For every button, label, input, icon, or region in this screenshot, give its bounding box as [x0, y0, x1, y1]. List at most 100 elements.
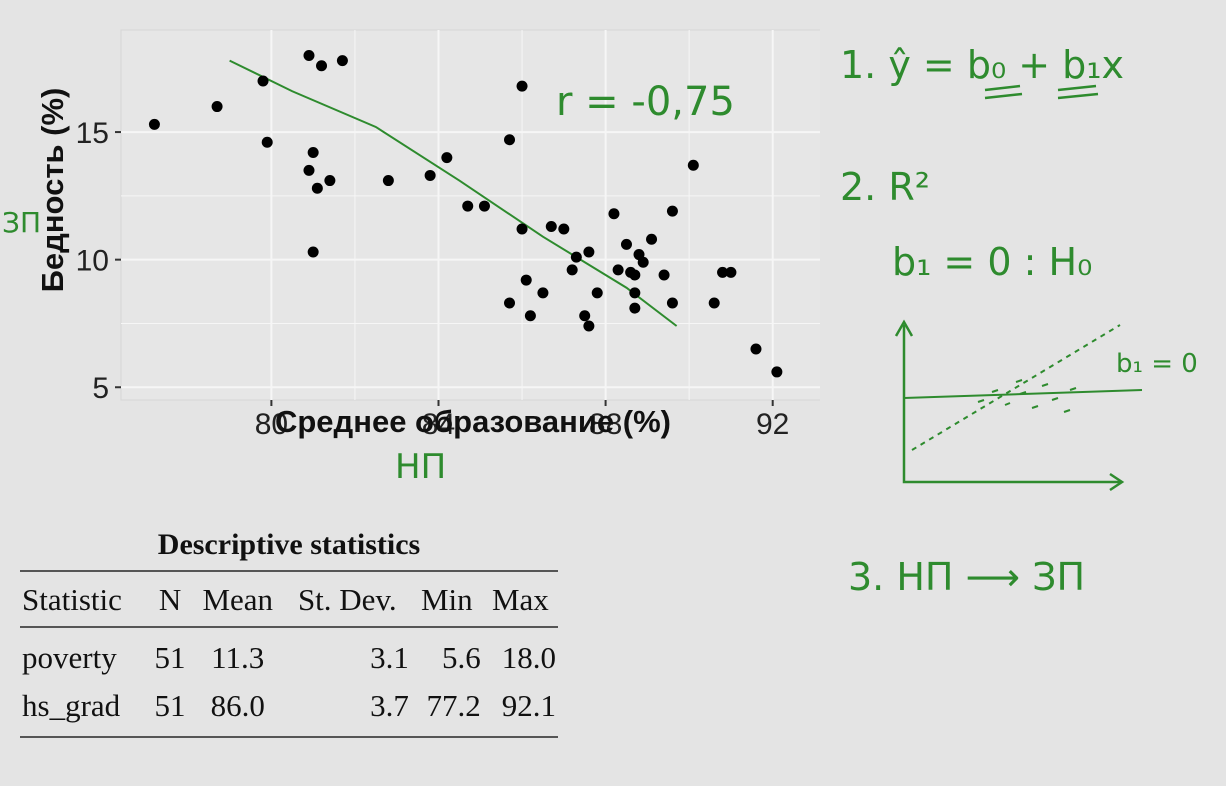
data-point [520, 274, 532, 286]
data-point [261, 136, 273, 148]
data-point [708, 297, 720, 309]
y-tick-label: 10 [76, 245, 109, 278]
table-row: hs_grad 51 86.0 3.7 77.2 92.1 [20, 682, 558, 737]
table-row: poverty 51 11.3 3.1 5.6 18.0 [20, 627, 558, 682]
data-point [382, 175, 394, 187]
data-point [324, 175, 336, 187]
cell-mean: 86.0 [210, 688, 265, 723]
cell-n: 51 [154, 640, 186, 675]
data-point [504, 134, 516, 146]
x-tick-label: 84 [422, 408, 455, 441]
x-tick-label: 80 [255, 408, 288, 441]
cell-min: 77.2 [426, 688, 481, 723]
data-point [579, 310, 591, 322]
data-point [537, 287, 549, 299]
data-point [608, 208, 620, 220]
data-point [620, 238, 632, 250]
correlation-annotation: r = -0,75 [556, 79, 735, 125]
cell-statistic: hs_grad [22, 688, 121, 723]
trend-line [229, 59, 678, 327]
note-item-2: 2. R² [840, 165, 930, 209]
note-item-1: 1. ŷ = b₀ + b₁x [840, 43, 1124, 87]
cell-min: 5.6 [442, 640, 481, 675]
data-point [316, 60, 328, 72]
data-point [750, 343, 762, 355]
data-point [591, 287, 603, 299]
data-point [478, 200, 490, 212]
header-mean: Mean [191, 571, 284, 628]
descriptive-statistics-table: Descriptive statistics Statistic N Mean … [20, 528, 558, 738]
regression-sketch [894, 319, 1143, 492]
data-point [583, 320, 595, 332]
underline-b1 [1057, 84, 1099, 100]
data-point [612, 264, 624, 276]
header-n: N [148, 571, 192, 628]
note-hypothesis: b₁ = 0 : H₀ [892, 240, 1092, 284]
data-point [311, 182, 323, 194]
underline-b0 [984, 84, 1023, 100]
x-axis-note: НП [395, 447, 446, 487]
cell-max: 92.1 [501, 688, 556, 723]
table-header-row: Statistic N Mean St. Dev. Min Max [20, 571, 558, 628]
data-point [771, 366, 783, 378]
data-point [717, 266, 729, 278]
data-point [629, 302, 641, 314]
plot-panel [120, 29, 820, 401]
handwritten-notes: 1. ŷ = b₀ + b₁x 2. R² b₁ = 0 : H₀ b₁ = 0… [840, 43, 1198, 599]
stats-table: Statistic N Mean St. Dev. Min Max povert… [20, 570, 558, 738]
data-point [211, 101, 223, 113]
data-point [687, 159, 699, 171]
y-axis-title: Бедность (%) [35, 88, 70, 293]
data-point [725, 266, 737, 278]
cell-stdev: 3.1 [370, 640, 409, 675]
data-point [307, 146, 319, 158]
scatter-plot: 80 84 88 92 5 10 15 Среднее образование (%) Бе… [2, 29, 820, 487]
axis-ticks: 80 84 88 92 5 10 15 [76, 117, 790, 441]
data-point [441, 152, 453, 164]
cell-statistic: poverty [22, 640, 117, 675]
data-point [570, 251, 582, 263]
data-point [524, 310, 536, 322]
cell-mean: 11.3 [211, 640, 265, 675]
x-tick-label: 88 [589, 408, 622, 441]
note-item-3: 3. НП ⟶ ЗП [848, 555, 1085, 599]
data-point [516, 80, 528, 92]
grid-lines [121, 30, 820, 400]
x-tick-label: 92 [756, 408, 789, 441]
data-point [307, 246, 319, 258]
y-axis-note: ЗП [2, 206, 41, 239]
data-point [646, 233, 658, 245]
header-max: Max [482, 571, 558, 628]
y-tick-label: 15 [76, 117, 109, 150]
header-statistic: Statistic [20, 571, 149, 628]
data-point [637, 256, 649, 268]
data-point [558, 223, 570, 235]
data-point [148, 118, 160, 130]
data-points [148, 50, 783, 378]
sketch-label: b₁ = 0 [1116, 349, 1198, 379]
x-axis-title: Среднее образование (%) [275, 404, 671, 439]
data-point [666, 297, 678, 309]
data-point [424, 169, 436, 181]
data-point [303, 50, 315, 62]
data-point [666, 205, 678, 217]
data-point [625, 266, 637, 278]
data-point [545, 220, 557, 232]
data-point [516, 223, 528, 235]
header-min: Min [410, 571, 483, 628]
data-point [583, 246, 595, 258]
cell-stdev: 3.7 [370, 688, 409, 723]
data-point [462, 200, 474, 212]
data-point [629, 287, 641, 299]
data-point [658, 269, 670, 281]
cell-n: 51 [154, 688, 186, 723]
data-point [336, 55, 348, 67]
y-tick-label: 5 [92, 372, 109, 405]
data-point [566, 264, 578, 276]
data-point [504, 297, 516, 309]
data-point [303, 164, 315, 176]
cell-max: 18.0 [501, 640, 556, 675]
data-point [257, 75, 269, 87]
table-caption: Descriptive statistics [157, 528, 421, 561]
header-stdev: St. Dev. [283, 571, 411, 628]
